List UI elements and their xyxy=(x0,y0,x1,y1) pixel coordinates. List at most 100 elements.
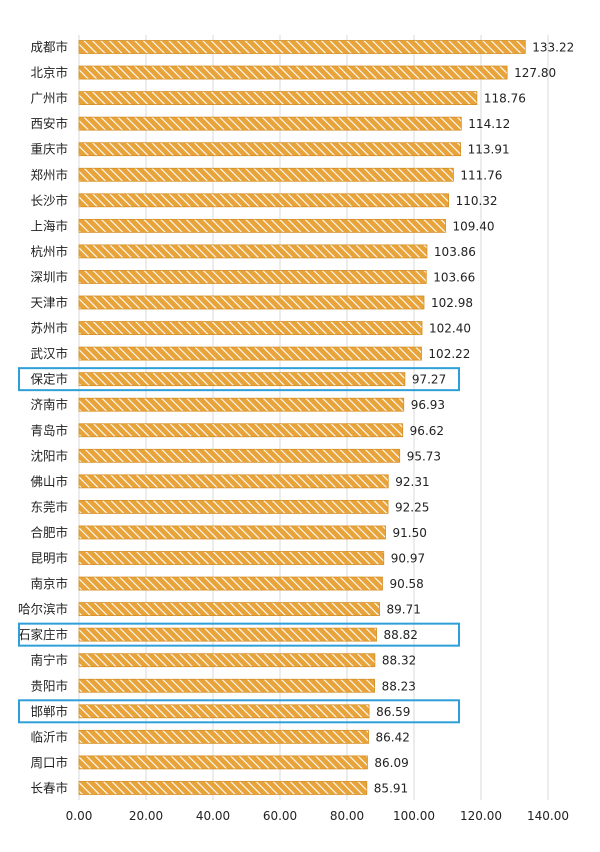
category-labels: 成都市北京市广州市西安市重庆市郑州市长沙市上海市杭州市深圳市天津市苏州市武汉市保… xyxy=(18,40,68,796)
bar xyxy=(78,40,526,54)
x-axis-ticks: 0.00 20.00 40.00 60.00 80.00 100.00 120.00 140.… xyxy=(66,809,569,823)
value-label: 96.93 xyxy=(411,398,445,412)
value-label: 102.98 xyxy=(431,296,473,310)
bar xyxy=(78,218,446,233)
bar xyxy=(78,244,428,259)
value-labels: 133.22 127.80 118.76 114.12 113.91 111.76 110.… xyxy=(374,41,574,796)
category-label: 石家庄市 xyxy=(18,627,68,642)
value-label: 109.40 xyxy=(452,219,494,233)
category-label: 昆明市 xyxy=(30,551,68,566)
bar xyxy=(78,525,386,540)
value-label: 85.91 xyxy=(374,781,408,795)
category-label: 合肥市 xyxy=(30,525,68,540)
bars xyxy=(78,40,526,795)
value-label: 110.32 xyxy=(456,194,498,208)
value-label: 103.86 xyxy=(434,245,476,259)
category-label: 青岛市 xyxy=(30,423,68,438)
category-label: 北京市 xyxy=(30,65,68,80)
value-label: 90.97 xyxy=(391,552,425,566)
category-label: 济南市 xyxy=(30,397,68,412)
category-label: 深圳市 xyxy=(30,269,68,284)
x-tick-label: 120.00 xyxy=(460,809,502,823)
value-label: 88.82 xyxy=(384,628,418,642)
bar xyxy=(78,193,449,208)
value-label: 89.71 xyxy=(387,603,421,617)
category-label: 佛山市 xyxy=(30,474,68,489)
highlight-box xyxy=(18,699,460,724)
category-label: 杭州市 xyxy=(30,244,68,259)
value-label: 114.12 xyxy=(468,117,510,131)
bar xyxy=(78,295,425,310)
value-label: 91.50 xyxy=(393,526,427,540)
value-label: 86.42 xyxy=(376,730,410,744)
bar xyxy=(78,448,401,463)
category-label: 广州市 xyxy=(30,91,68,106)
value-label: 103.66 xyxy=(433,270,475,284)
category-label: 重庆市 xyxy=(30,142,68,157)
bar xyxy=(78,270,427,284)
value-label: 133.22 xyxy=(532,41,574,55)
category-label: 沈阳市 xyxy=(30,448,68,463)
value-label: 113.91 xyxy=(468,143,510,157)
bar xyxy=(78,678,375,693)
category-label: 郑州市 xyxy=(30,167,68,182)
bar xyxy=(78,474,389,489)
bar xyxy=(78,423,404,438)
x-tick-label: 60.00 xyxy=(263,809,297,823)
category-label: 武汉市 xyxy=(30,346,68,361)
category-label: 南京市 xyxy=(30,576,68,591)
category-label: 贵阳市 xyxy=(30,678,68,693)
bar xyxy=(78,781,368,795)
category-label: 长春市 xyxy=(30,780,68,795)
bar xyxy=(78,551,385,565)
category-label: 东莞市 xyxy=(30,499,68,514)
value-label: 95.73 xyxy=(407,449,441,463)
category-label: 南宁市 xyxy=(30,653,68,668)
x-tick-label: 80.00 xyxy=(330,809,364,823)
bar xyxy=(78,704,370,719)
category-label: 天津市 xyxy=(30,295,68,310)
category-label: 上海市 xyxy=(30,218,68,233)
bar xyxy=(78,627,377,642)
category-label: 保定市 xyxy=(30,372,68,387)
value-label: 97.27 xyxy=(412,373,446,387)
x-tick-label: 0.00 xyxy=(66,809,93,823)
value-label: 86.09 xyxy=(374,756,408,770)
value-label: 127.80 xyxy=(514,66,556,80)
value-label: 102.40 xyxy=(429,322,471,336)
bar xyxy=(78,755,368,770)
bar xyxy=(78,499,389,514)
category-label: 成都市 xyxy=(30,40,68,55)
category-label: 周口市 xyxy=(30,755,68,770)
bar xyxy=(78,91,478,105)
x-tick-label: 100.00 xyxy=(393,809,435,823)
value-label: 96.62 xyxy=(410,424,444,438)
category-label: 苏州市 xyxy=(30,321,68,336)
value-label: 88.32 xyxy=(382,654,416,668)
highlight-box xyxy=(18,367,460,392)
value-label: 86.59 xyxy=(376,705,410,719)
value-label: 92.31 xyxy=(395,475,429,489)
grid-lines xyxy=(78,35,549,800)
highlight-box xyxy=(18,622,460,647)
value-label: 102.22 xyxy=(428,347,470,361)
bar xyxy=(78,321,423,335)
bar xyxy=(78,116,462,131)
value-label: 88.23 xyxy=(382,679,416,693)
x-tick-label: 140.00 xyxy=(527,809,569,823)
bar xyxy=(78,602,380,616)
value-label: 90.58 xyxy=(389,577,423,591)
bar xyxy=(78,167,454,182)
value-label: 92.25 xyxy=(395,500,429,514)
bar xyxy=(78,65,508,80)
bar xyxy=(78,346,422,361)
value-label: 118.76 xyxy=(484,92,526,106)
bar xyxy=(78,397,405,412)
bar xyxy=(78,372,406,387)
x-tick-label: 40.00 xyxy=(196,809,230,823)
category-label: 哈尔滨市 xyxy=(18,602,68,617)
category-label: 长沙市 xyxy=(30,193,68,208)
value-label: 111.76 xyxy=(460,168,502,182)
